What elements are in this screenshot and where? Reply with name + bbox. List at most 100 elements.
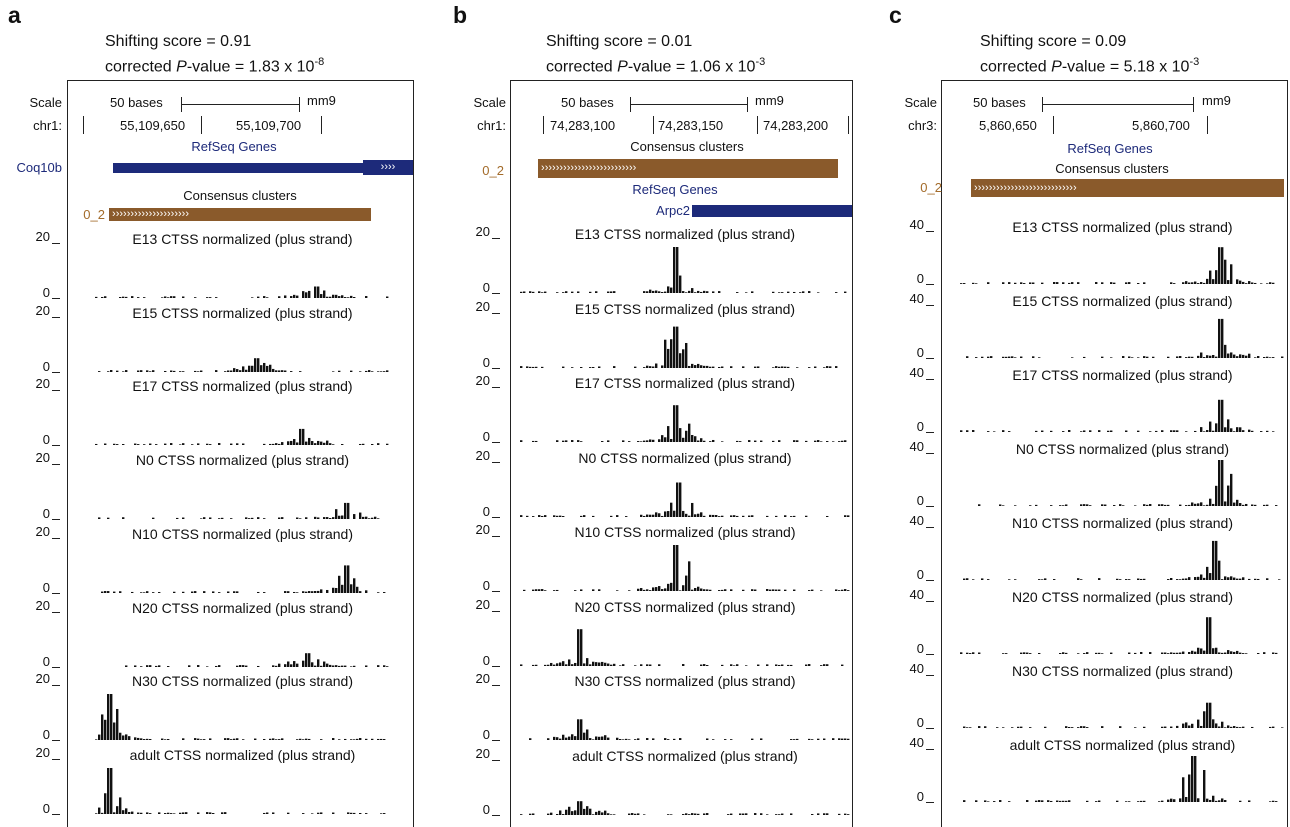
signal-bar	[607, 663, 610, 666]
signal-bar	[1068, 800, 1071, 802]
signal-bar	[1002, 430, 1005, 432]
signal-bar	[272, 368, 275, 372]
y-axis-max: 20	[475, 298, 490, 314]
y-axis-max: 20	[475, 373, 490, 388]
signal-bar	[736, 292, 739, 293]
signal-bar	[1164, 652, 1167, 654]
signal-bar	[1113, 282, 1116, 284]
signal-bar	[703, 440, 706, 442]
signal-bar	[104, 719, 107, 741]
signal-bar	[667, 739, 670, 740]
signal-bar	[778, 589, 781, 591]
signal-bar	[670, 813, 673, 815]
track-title: N10 CTSS normalized (plus strand)	[1012, 515, 1233, 531]
signal-bar	[1191, 502, 1194, 506]
signal-bar	[628, 813, 631, 815]
signal-bar	[1227, 353, 1230, 358]
signal-bar	[362, 516, 365, 520]
signal-bar	[652, 366, 655, 368]
signal-bar	[634, 664, 637, 666]
signal-bar	[131, 296, 134, 298]
signal-bar	[1203, 577, 1206, 580]
signal-bar	[131, 591, 134, 593]
signal-bar	[236, 368, 239, 372]
y-axis-tick	[492, 516, 500, 518]
signal-bar	[191, 591, 194, 593]
signal-bar	[371, 738, 374, 741]
signal-bar	[1101, 356, 1104, 358]
signal-bar	[1224, 652, 1227, 654]
signal-bar	[1008, 282, 1011, 284]
signal-bar	[1197, 503, 1200, 506]
signal-bar	[966, 356, 969, 358]
y-axis-min: 0	[482, 801, 490, 817]
signal-bar	[844, 738, 847, 740]
signal-bar	[1185, 797, 1188, 802]
signal-bar	[664, 291, 667, 293]
signal-bar	[197, 370, 200, 372]
signal-bar	[595, 661, 598, 666]
signal-bar	[308, 652, 311, 667]
signal-bar	[730, 663, 733, 666]
signal-bar	[140, 812, 143, 814]
signal-bar	[613, 813, 616, 815]
signal-bar	[826, 365, 829, 368]
signal-bar	[577, 291, 580, 293]
y-axis-tick	[926, 379, 934, 380]
signal-bar	[1191, 356, 1194, 358]
signal-bar	[1224, 576, 1227, 580]
signal-bar	[1194, 430, 1197, 432]
panel-a: a Shifting score = 0.91 corrected P-valu…	[0, 0, 420, 827]
signal-bar	[580, 589, 583, 591]
signal-bar	[1254, 578, 1257, 580]
signal-bar	[721, 515, 724, 517]
signal-bar	[281, 517, 284, 520]
signal-bar	[589, 366, 592, 368]
signal-bar	[236, 591, 239, 593]
signal-bar	[700, 664, 703, 666]
signal-bar	[718, 590, 721, 591]
signal-bar	[173, 370, 176, 372]
signal-bar	[1194, 503, 1197, 506]
signal-bar	[649, 514, 652, 517]
signal-bar	[1191, 650, 1194, 654]
signal-bar	[733, 514, 736, 517]
signal-bar	[673, 738, 676, 740]
signal-bar	[164, 443, 167, 446]
signal-bar	[122, 444, 125, 446]
signal-bar	[802, 291, 805, 293]
signal-bar	[1209, 498, 1212, 506]
signal-bar	[841, 440, 844, 442]
signal-bar	[1269, 726, 1272, 728]
signal-bar	[209, 297, 212, 298]
signal-bar	[1194, 756, 1197, 802]
signal-bar	[709, 366, 712, 368]
signal-bar	[688, 515, 691, 517]
signal-bar	[688, 561, 691, 591]
signal-bar	[1161, 430, 1164, 432]
signal-bar	[679, 428, 682, 442]
signal-bar	[1011, 356, 1014, 358]
signal-bar	[526, 365, 529, 368]
y-axis-tick	[52, 316, 60, 318]
y-axis-min: 0	[916, 789, 924, 804]
signal-bar	[814, 366, 817, 368]
signal-bar	[541, 515, 544, 517]
y-axis-min: 0	[482, 429, 490, 444]
signal-bar	[963, 578, 966, 580]
signal-bar	[107, 767, 110, 814]
signal-bar	[694, 292, 697, 293]
signal-bar	[838, 738, 841, 740]
signal-bar	[1005, 356, 1008, 358]
signal-bar	[987, 356, 990, 358]
signal-bar	[257, 517, 260, 520]
signal-bar	[98, 370, 101, 372]
signal-bar	[538, 291, 541, 293]
signal-bar	[694, 588, 697, 591]
signal-bar	[281, 369, 284, 372]
signal-bar	[344, 739, 347, 741]
signal-bar	[320, 739, 323, 741]
signal-bar	[601, 736, 604, 740]
signal-bar	[332, 738, 335, 741]
position-tick-label: 55,109,700	[236, 118, 302, 133]
